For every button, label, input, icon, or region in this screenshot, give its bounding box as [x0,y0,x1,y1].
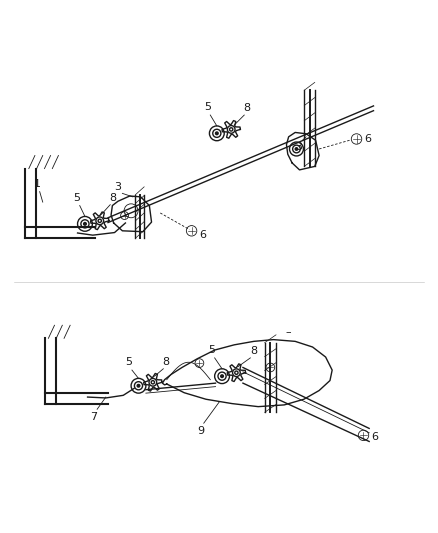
Text: 5: 5 [125,358,132,367]
Text: 1: 1 [34,179,41,189]
Text: 5: 5 [204,102,211,112]
Circle shape [295,148,298,150]
Circle shape [84,222,86,225]
Text: 5: 5 [208,345,215,355]
Circle shape [137,384,140,387]
Text: 8: 8 [162,357,170,367]
Text: –: – [286,327,291,337]
Text: 3: 3 [295,142,302,152]
Circle shape [215,132,218,135]
Text: 7: 7 [90,412,97,422]
Text: 3: 3 [114,182,121,192]
Circle shape [221,375,223,377]
Text: 8: 8 [243,103,251,113]
Text: 5: 5 [73,192,80,203]
Text: 9: 9 [197,426,204,436]
Text: 6: 6 [199,230,206,240]
Text: 8: 8 [250,346,258,356]
Text: 8: 8 [109,192,117,203]
Text: 6: 6 [364,134,371,144]
Text: 6: 6 [371,432,378,442]
